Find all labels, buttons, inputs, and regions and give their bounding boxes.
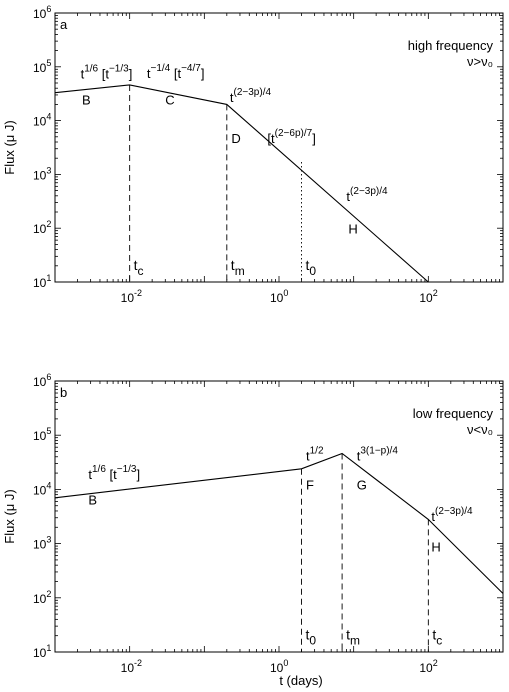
segment-annotation: H bbox=[348, 221, 357, 236]
y-tick-label: 102 bbox=[33, 589, 51, 606]
y-tick-label: 105 bbox=[33, 58, 51, 75]
light-curve-line bbox=[54, 84, 429, 283]
break-time-label: tm bbox=[346, 627, 360, 648]
y-tick-label: 101 bbox=[33, 273, 51, 290]
legend-text: high frequency bbox=[408, 38, 494, 53]
x-tick-label: 102 bbox=[419, 288, 437, 305]
segment-annotation: t1/6 [t−1/3] bbox=[88, 464, 140, 482]
segment-annotation: B bbox=[88, 492, 97, 507]
segment-annotation: F bbox=[306, 477, 314, 492]
segment-annotation: t(2−3p)/4 bbox=[431, 506, 473, 524]
segment-annotation: C bbox=[165, 92, 174, 107]
x-tick-label: 102 bbox=[419, 658, 437, 675]
x-tick-label: 10-2 bbox=[121, 288, 142, 305]
segment-annotation: t3(1−p)/4 bbox=[357, 446, 399, 464]
break-time-label: tm bbox=[231, 257, 245, 278]
legend-text: low frequency bbox=[413, 406, 494, 421]
segment-annotation: t−1/4 [t−4/7] bbox=[147, 63, 205, 81]
x-tick-label: 10-2 bbox=[121, 658, 142, 675]
segment-annotation: t(2−3p)/4 bbox=[230, 87, 272, 105]
y-tick-label: 106 bbox=[33, 4, 51, 21]
y-tick-label: 103 bbox=[33, 165, 51, 182]
segment-annotation: [t(2−6p)/7] bbox=[267, 128, 315, 146]
legend-text: ν<ν₀ bbox=[467, 422, 493, 437]
y-tick-label: 104 bbox=[33, 480, 51, 497]
segment-annotation: t1/2 bbox=[306, 446, 324, 464]
plot-frame bbox=[54, 12, 504, 283]
y-tick-label: 104 bbox=[33, 112, 51, 129]
panel-letter: a bbox=[60, 17, 68, 32]
segment-annotation: H bbox=[431, 539, 440, 554]
y-tick-label: 106 bbox=[33, 372, 51, 389]
y-axis-label: Flux (μ J) bbox=[2, 489, 17, 543]
segment-annotation: G bbox=[357, 477, 367, 492]
light-curve-line bbox=[54, 452, 504, 594]
x-tick-label: 100 bbox=[270, 658, 288, 675]
segment-annotation: t1/6 [t−1/3] bbox=[81, 64, 133, 82]
segment-annotation: B bbox=[82, 92, 91, 107]
segment-annotation: t(2−3p)/4 bbox=[346, 186, 388, 204]
legend-text: ν>ν₀ bbox=[467, 54, 493, 69]
x-tick-label: 100 bbox=[270, 288, 288, 305]
panel-a: 101 102 103 104 105 106 10-2 100 102 Flux (μ J) a h… bbox=[2, 4, 504, 305]
break-time-label: t0 bbox=[305, 627, 316, 648]
panel-letter: b bbox=[60, 385, 67, 400]
x-axis-label: t (days) bbox=[279, 673, 322, 688]
segment-annotation: D bbox=[231, 131, 240, 146]
break-time-label: tc bbox=[432, 627, 442, 648]
y-tick-label: 103 bbox=[33, 535, 51, 552]
y-tick-label: 101 bbox=[33, 643, 51, 660]
y-tick-label: 102 bbox=[33, 219, 51, 236]
break-time-label: t0 bbox=[305, 257, 316, 278]
break-time-label: tc bbox=[134, 257, 144, 278]
y-axis-label: Flux (μ J) bbox=[2, 120, 17, 174]
y-tick-label: 105 bbox=[33, 426, 51, 443]
panel-b: 101 102 103 104 105 106 10-2 100 102 Flux (μ J) b l… bbox=[2, 372, 504, 675]
